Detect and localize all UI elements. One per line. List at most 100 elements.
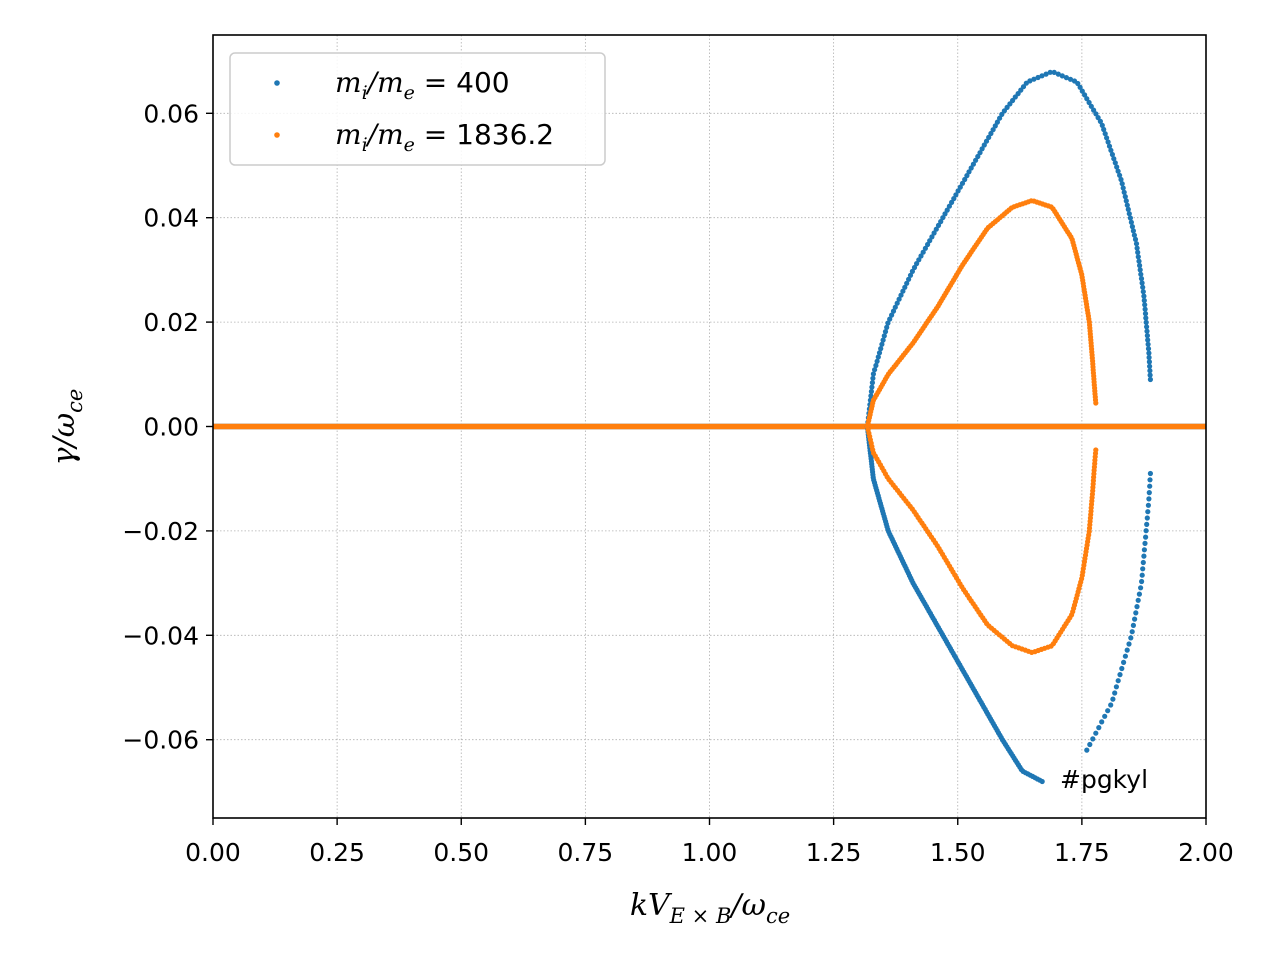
series-1-point xyxy=(1142,306,1148,312)
series-1-point xyxy=(994,119,1001,125)
series-1-point xyxy=(902,284,908,290)
series-1-point xyxy=(1099,719,1105,725)
series-1-point xyxy=(992,123,998,129)
series-1-point xyxy=(1143,528,1149,534)
series-1-point xyxy=(920,249,926,255)
series-1-point xyxy=(1144,324,1150,330)
series-1-point xyxy=(983,138,990,144)
series-1-point xyxy=(1122,194,1128,200)
x-tick-label: 1.75 xyxy=(1054,838,1110,867)
series-1-point xyxy=(1111,156,1117,162)
series-1-point xyxy=(874,358,880,364)
series-1-point xyxy=(977,150,983,156)
series-1-points xyxy=(864,69,1153,785)
x-axis-label: kVE × B/ωce xyxy=(630,888,790,928)
series-1-point xyxy=(1143,534,1149,540)
series-1-point xyxy=(889,312,895,318)
y-tick-label: −0.06 xyxy=(122,726,199,755)
series-1-point xyxy=(1121,189,1127,195)
series-1-point xyxy=(879,341,885,347)
series-1-point xyxy=(949,199,955,205)
series-1-point xyxy=(1130,622,1136,629)
series-1-point xyxy=(1047,69,1053,75)
x-tick-label: 0.75 xyxy=(558,838,614,867)
series-1-point xyxy=(1129,629,1135,635)
series-1-point xyxy=(946,203,953,209)
series-1-point xyxy=(1099,122,1105,128)
series-1-point xyxy=(931,230,937,236)
legend-label-series-2: mi/me = 1836.2 xyxy=(335,118,554,156)
series-1-point xyxy=(975,153,981,160)
series-1-point xyxy=(1126,211,1132,217)
series-1-point xyxy=(1027,78,1033,84)
series-1-point xyxy=(970,161,977,167)
series-1-point xyxy=(1043,71,1049,77)
series-1-point xyxy=(1106,143,1113,149)
series-1-point xyxy=(1105,139,1111,145)
series-1-point xyxy=(918,253,924,259)
series-1-point xyxy=(1141,553,1147,559)
series-1-point xyxy=(875,354,881,360)
legend-marker-series-2 xyxy=(274,132,280,138)
series-1-point xyxy=(1141,297,1147,304)
x-tick-label: 2.00 xyxy=(1178,838,1234,867)
y-ticks: −0.06 −0.04 −0.02 0.00 0.02 0.04 0.06 xyxy=(122,99,213,755)
y-tick-label: 0.02 xyxy=(143,308,199,337)
series-1-point xyxy=(1115,678,1121,684)
series-1-point xyxy=(1031,76,1037,82)
series-1-point xyxy=(1125,206,1131,212)
series-1-point xyxy=(1112,690,1118,696)
series-1-point xyxy=(1075,80,1081,87)
series-1-point xyxy=(868,393,874,399)
series-1-point xyxy=(1138,276,1145,282)
series-1-point xyxy=(1114,164,1120,170)
series-1-point xyxy=(955,188,961,194)
series-1-point xyxy=(1147,376,1153,383)
series-1-point xyxy=(1135,254,1141,260)
series-1-point xyxy=(1133,241,1140,247)
series-1-point xyxy=(1091,107,1097,113)
series-1-point xyxy=(1015,91,1021,97)
x-tick-label: 0.00 xyxy=(185,838,241,867)
series-1-point xyxy=(1110,696,1116,702)
series-1-point xyxy=(1084,96,1090,102)
series-1-point xyxy=(1139,280,1145,286)
series-1-point xyxy=(1134,604,1140,610)
series-1-point xyxy=(1145,346,1152,352)
series-1-point xyxy=(1147,470,1153,477)
series-1-point xyxy=(906,276,912,282)
series-1-point xyxy=(1113,684,1119,690)
series-1-point xyxy=(1124,647,1130,653)
series-1-point xyxy=(1137,262,1143,269)
series-1-point xyxy=(940,215,946,221)
series-1-point xyxy=(1140,566,1146,572)
series-1-point xyxy=(894,300,900,306)
series-1-point xyxy=(1131,232,1137,238)
series-1-point xyxy=(973,157,979,163)
series-1-point xyxy=(1146,496,1152,502)
series-1-point xyxy=(884,324,890,330)
series-1-point xyxy=(869,384,875,390)
series-1-point xyxy=(953,192,959,198)
y-tick-label: −0.04 xyxy=(122,621,199,650)
series-1-point xyxy=(873,362,879,369)
series-1-point xyxy=(922,245,929,251)
series-1-point xyxy=(1126,641,1132,647)
series-1-point xyxy=(1051,69,1057,75)
series-1-point xyxy=(944,207,950,213)
series-1-point xyxy=(1102,713,1108,719)
series-1-point xyxy=(1137,267,1143,273)
y-axis-label: γ/ωce xyxy=(47,389,87,466)
series-1-point xyxy=(1123,198,1129,204)
series-2-point xyxy=(1093,447,1099,453)
series-1-point xyxy=(876,350,883,356)
series-1-point xyxy=(981,142,987,148)
series-1-point xyxy=(1140,559,1146,566)
series-1-point xyxy=(1108,147,1114,153)
series-1-point xyxy=(1090,736,1096,742)
series-1-point xyxy=(1082,92,1088,98)
x-tick-label: 0.50 xyxy=(433,838,489,867)
watermark-annotation: #pgkyl xyxy=(1060,765,1148,794)
series-1-point xyxy=(1144,515,1150,521)
series-1-point xyxy=(1141,547,1147,553)
